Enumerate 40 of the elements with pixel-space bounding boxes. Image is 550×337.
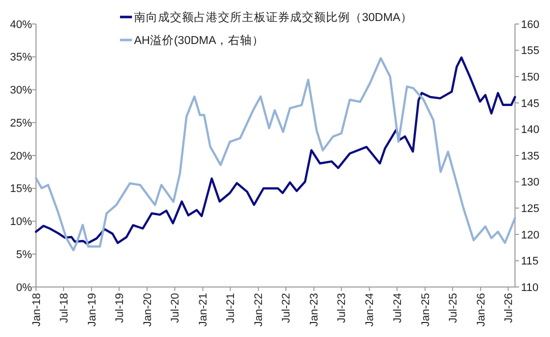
x-tick-label: Jul-24 [392, 293, 404, 323]
y2-tick-label: 125 [521, 202, 540, 215]
y2-tick-label: 135 [521, 150, 540, 162]
x-tick-label: Jan-24 [364, 293, 376, 327]
x-tick-label: Jan-19 [86, 293, 98, 327]
y2-tick-label: 115 [521, 256, 539, 268]
x-tick-label: Jul-19 [114, 293, 126, 323]
x-tick-label: Jan-21 [198, 293, 210, 327]
y2-tick-label: 145 [521, 98, 540, 110]
y2-tick-label: 120 [521, 229, 540, 242]
y-tick-label: 35% [10, 52, 32, 64]
x-tick-label: Jul-20 [170, 293, 182, 323]
y-tick-label: 30% [10, 84, 32, 97]
y2-tick-label: 140 [521, 124, 540, 136]
y-tick-label: 40% [10, 18, 32, 31]
x-tick-label: Jan-25 [420, 293, 432, 327]
y-tick-label: 15% [10, 183, 32, 196]
y-tick-label: 25% [10, 117, 32, 130]
x-tick-label: Jul-23 [336, 293, 348, 323]
legend-label: 南向成交额占港交所主板证券成交额比例（30DMA） [134, 10, 412, 24]
x-tick-label: Jul-21 [225, 293, 238, 323]
y2-tick-label: 155 [521, 45, 540, 58]
x-tick-label: Jul-18 [58, 293, 70, 323]
x-tick-label: Jan-23 [308, 293, 321, 327]
x-tick-label: Jan-22 [253, 293, 266, 327]
y2-tick-label: 130 [521, 176, 540, 189]
y-tick-label: 5% [16, 248, 32, 261]
x-tick-label: Jan-20 [142, 293, 154, 327]
y-tick-label: 10% [10, 216, 32, 228]
x-tick-label: Jan-18 [30, 293, 43, 327]
x-tick-label: Jul-25 [447, 293, 460, 323]
y2-tick-label: 110 [521, 282, 539, 294]
legend-label: AH溢价(30DMA，右轴） [134, 34, 264, 48]
x-tick-label: Jan-26 [475, 293, 488, 327]
y2-tick-label: 150 [521, 71, 540, 84]
y-tick-label: 20% [10, 150, 32, 162]
y2-tick-label: 160 [521, 18, 540, 31]
y-tick-label: 0% [16, 282, 32, 294]
x-tick-label: Jul-26 [503, 293, 516, 323]
x-tick-label: Jul-22 [280, 293, 293, 323]
